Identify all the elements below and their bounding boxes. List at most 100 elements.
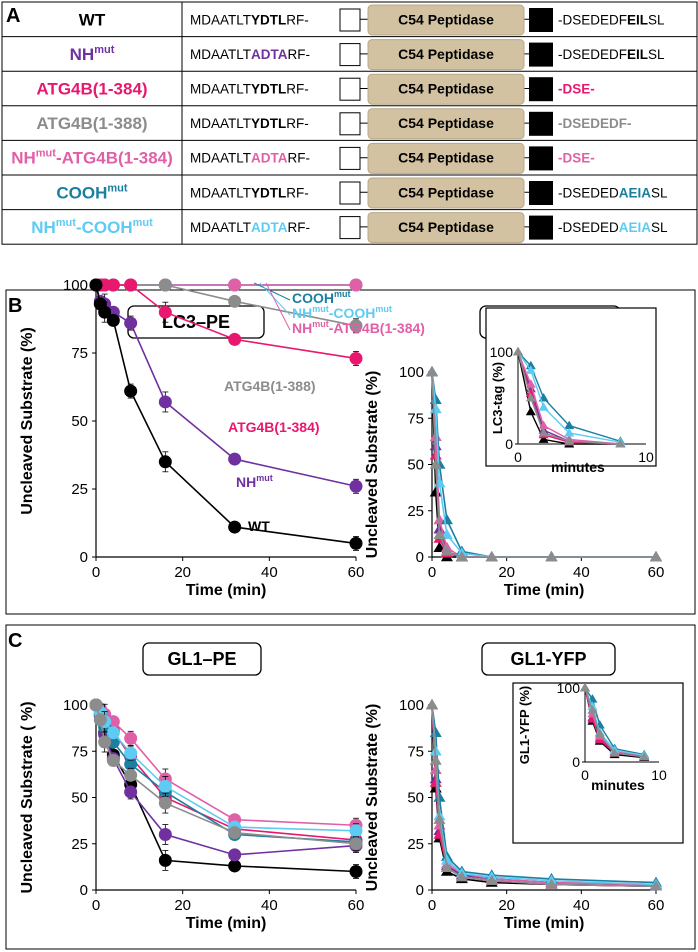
x-tick-label: 60 <box>348 564 365 581</box>
inset-x-tick-label: 0 <box>581 767 589 783</box>
seq-segment: -DSEDEDF <box>558 47 627 62</box>
y-tick-label: 75 <box>407 410 424 427</box>
seq-segment: MDAATLT <box>190 82 251 97</box>
chart-gl1-pe: GL1–PE 0 25 50 75 100 0 20 40 60 Time (min) Uncleav… <box>19 642 364 932</box>
seq-segment: MDAATLT <box>190 12 251 27</box>
construct-name-sup: mut <box>107 182 128 194</box>
data-point-ATG4B388 <box>93 713 107 727</box>
data-point-ATG4B388 <box>455 871 468 882</box>
leader-line <box>265 282 291 331</box>
data-point-WT <box>124 384 138 398</box>
c-terminal-box <box>529 77 553 102</box>
y-tick-label: 25 <box>71 836 88 853</box>
c54-peptidase-domain <box>367 4 525 36</box>
y-tick-label: 100 <box>399 364 424 381</box>
x-tick-label: 60 <box>648 897 665 914</box>
seq-segment: SL <box>648 12 665 27</box>
inset-x-label: minutes <box>591 777 645 793</box>
inset-data-point-ATG4B384 <box>525 388 536 397</box>
seq-segment: MDAATLT <box>190 116 251 131</box>
data-point-ATG4B388 <box>545 551 558 562</box>
data-point-COOH <box>429 726 442 737</box>
inset-data-point-ATG4B388 <box>587 705 598 714</box>
seq-segment: YDTL <box>251 116 286 131</box>
data-point-NHCOOH <box>158 779 172 793</box>
inset-data-point-NHATG <box>525 379 536 388</box>
inset-x-tick-label: 10 <box>651 767 667 783</box>
inset-data-point-ATG4B388 <box>580 683 590 692</box>
seq-segment: -DSEDEDF <box>558 12 627 27</box>
seq-segment: AEIA <box>619 220 652 235</box>
construct-name-text: ATG4B(1-384) <box>36 80 147 99</box>
inset-data-point-WT <box>525 406 536 416</box>
y-tick-label: 50 <box>407 790 424 807</box>
y-tick-label: 25 <box>71 481 88 498</box>
seq-segment: YDTL <box>251 82 286 97</box>
c54-peptidase-label: C54 Peptidase <box>398 184 494 200</box>
seq-segment: YDTL <box>251 12 286 27</box>
seq-segment: RF- <box>286 116 309 131</box>
panel-c-frame <box>5 624 696 950</box>
c-terminal-seq: -DSEDEDAEIASL <box>558 220 668 235</box>
data-point-ATG4B388 <box>440 545 453 556</box>
n-terminal-box <box>339 8 361 32</box>
data-point-WT <box>158 853 172 867</box>
data-point-COOH <box>440 514 453 525</box>
panel-a-table: WT MDAATLTYDTLRF- C54 Peptidase -DSEDEDFEIL… <box>1 1 698 245</box>
panel-label-a: A <box>6 5 20 27</box>
series-line-COOH <box>431 704 657 884</box>
n-terminal-seq: MDAATLTADTARF- <box>190 220 310 235</box>
c-terminal-box <box>529 8 553 32</box>
seq-segment: MDAATLT <box>190 151 251 166</box>
series-line-ATG4B388 <box>431 371 656 558</box>
n-terminal-seq: MDAATLTYDTLRF- <box>190 185 309 200</box>
annotation-text: NH <box>236 474 256 490</box>
seq-segment: EIL <box>627 47 648 62</box>
x-tick-label: 40 <box>573 897 590 914</box>
construct-name-ATG4B384: ATG4B(1-384) <box>36 80 147 99</box>
series-annotation-NHATG: NHmut-ATG4B(1-384) <box>292 319 425 336</box>
inset-data-point-COOH <box>564 420 575 430</box>
data-point-ATG4B384 <box>158 305 172 319</box>
inset-data-point-ATG4B388 <box>525 393 536 402</box>
y-tick-label: 0 <box>80 882 88 899</box>
seq-segment: ADTA <box>251 47 288 62</box>
x-tick-label: 0 <box>92 897 100 914</box>
inset-data-point-ATG4B388 <box>564 436 575 445</box>
inset-data-point-ATG4B388 <box>538 427 549 437</box>
seq-segment: YDTL <box>251 185 286 200</box>
x-tick-label: 0 <box>428 564 436 581</box>
y-tick-label: 75 <box>407 743 424 760</box>
leader-line <box>259 282 291 316</box>
c-terminal-box <box>529 181 553 205</box>
y-axis-label: Uncleaved Substrate (%) <box>364 704 381 892</box>
series-annotation-ATG4B388: ATG4B(1-388) <box>224 378 316 394</box>
y-axis-label: Uncleaved Substrate ( %) <box>19 701 36 893</box>
inset-frame <box>512 682 684 844</box>
seq-segment: AEIA <box>619 185 652 200</box>
data-point-NH <box>124 316 138 330</box>
n-terminal-seq: MDAATLTADTARF- <box>190 47 310 62</box>
annotation-text: NH <box>292 320 312 336</box>
c54-peptidase-domain <box>367 177 525 209</box>
y-tick-label: 50 <box>407 457 424 474</box>
annotation-text: ATG4B(1-384) <box>228 419 320 435</box>
inset-data-point-WT <box>538 434 549 443</box>
c54-peptidase-label: C54 Peptidase <box>398 11 494 27</box>
x-tick-label: 20 <box>174 564 191 581</box>
construct-name-text: WT <box>79 10 106 29</box>
c54-peptidase-domain <box>367 73 525 105</box>
data-point-ATG4B388 <box>349 837 363 851</box>
chart-title: GL1-YFP <box>510 649 586 669</box>
data-point-NHATG <box>349 278 363 292</box>
n-terminal-seq: MDAATLTYDTLRF- <box>190 116 309 131</box>
seq-segment: ADTA <box>251 151 288 166</box>
c-terminal-box <box>529 42 553 67</box>
seq-segment: RF- <box>286 82 309 97</box>
inset-data-point-NHCOOH <box>538 402 549 411</box>
c-terminal-seq: -DSEDEDFEILSL <box>558 47 665 62</box>
panel-label-c: C <box>8 630 22 652</box>
series-annotation-NH: NHmut <box>236 473 273 490</box>
data-point-ATG4B388 <box>433 528 446 539</box>
